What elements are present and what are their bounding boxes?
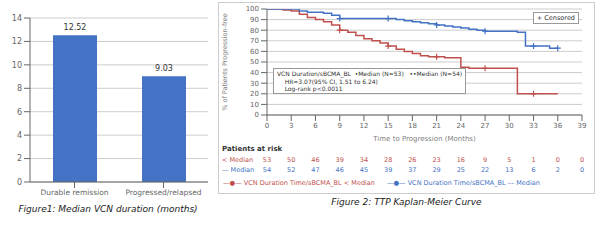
svg-text:39: 39: [384, 166, 392, 174]
svg-text:22: 22: [481, 166, 489, 174]
svg-text:27: 27: [481, 122, 490, 130]
svg-text:21: 21: [432, 122, 441, 130]
svg-text:10: 10: [250, 101, 259, 109]
svg-text:4: 4: [17, 131, 22, 140]
svg-text:15: 15: [384, 122, 393, 130]
svg-text:13: 13: [505, 166, 513, 174]
svg-text:9.03: 9.03: [155, 64, 173, 73]
svg-text:28: 28: [384, 156, 392, 164]
svg-text:24: 24: [456, 122, 465, 130]
svg-text:Patients at risk: Patients at risk: [222, 145, 283, 153]
svg-text:30: 30: [505, 122, 514, 130]
svg-text:50: 50: [287, 156, 295, 164]
svg-text:39: 39: [578, 122, 587, 130]
svg-text:10: 10: [12, 61, 22, 70]
svg-text:46: 46: [311, 156, 319, 164]
html-text:Figure1: Median VCN duration (: Figure1: Median VCN duration (months): [18, 204, 198, 214]
svg-text:2: 2: [17, 154, 22, 163]
svg-text:37: 37: [408, 166, 416, 174]
svg-text:47: 47: [311, 166, 319, 174]
svg-text:80: 80: [250, 27, 259, 35]
svg-text:70: 70: [250, 37, 259, 45]
svg-text:12: 12: [359, 122, 368, 130]
svg-text:50: 50: [250, 58, 259, 66]
svg-text:0: 0: [556, 156, 560, 164]
svg-text:8: 8: [17, 84, 22, 93]
svg-text:60: 60: [250, 48, 259, 56]
svg-text:39: 39: [336, 156, 344, 164]
svg-text:52: 52: [287, 166, 295, 174]
svg-text:0: 0: [580, 156, 584, 164]
svg-text:20: 20: [250, 90, 259, 98]
svg-text:12: 12: [12, 37, 22, 46]
svg-text:% of Patients Progression-free: % of Patients Progression-free: [221, 13, 229, 110]
svg-text:6: 6: [531, 166, 535, 174]
html-text:+ Censored: + Censored: [536, 14, 575, 22]
svg-text:46: 46: [336, 166, 344, 174]
svg-text:33: 33: [529, 122, 538, 130]
svg-text:–– Median: –– Median: [222, 166, 254, 174]
svg-text:0: 0: [17, 178, 22, 187]
svg-text:0: 0: [265, 122, 269, 130]
svg-text:23: 23: [432, 156, 440, 164]
svg-text:14: 14: [12, 14, 22, 23]
html-text:Figure 2: TTP Kaplan-Meier Cur: Figure 2: TTP Kaplan-Meier Curve: [331, 197, 482, 207]
svg-text:9: 9: [337, 122, 341, 130]
svg-text:9: 9: [483, 156, 487, 164]
svg-text:Progressed/relapsed: Progressed/relapsed: [125, 188, 201, 197]
svg-text:1: 1: [531, 156, 535, 164]
svg-text:0: 0: [255, 111, 259, 119]
svg-text:100: 100: [246, 5, 259, 13]
svg-text:34: 34: [360, 156, 368, 164]
svg-text:90: 90: [250, 16, 259, 24]
html-text:—●— VCN Duration Time/sBCMA_BL: —●— VCN Duration Time/sBCMA_BL < Median: [223, 179, 375, 187]
svg-text:5: 5: [507, 156, 511, 164]
html-text:VCN Duration/sBCMA_BL •Median: VCN Duration/sBCMA_BL •Median (N=53) ••M…: [277, 70, 463, 92]
svg-text:45: 45: [360, 166, 368, 174]
svg-text:Time to Progression (Months): Time to Progression (Months): [372, 135, 476, 143]
svg-text:26: 26: [408, 156, 416, 164]
svg-text:25: 25: [457, 166, 465, 174]
svg-text:18: 18: [408, 122, 417, 130]
html-text:—●— VCN Duration Time/sBCMA_BL: —●— VCN Duration Time/sBCMA_BL –– Median: [386, 179, 540, 187]
svg-text:Durable remission: Durable remission: [40, 188, 108, 197]
svg-text:16: 16: [457, 156, 465, 164]
svg-text:29: 29: [432, 166, 440, 174]
svg-text:6: 6: [313, 122, 318, 130]
svg-text:0: 0: [580, 166, 584, 174]
svg-text:40: 40: [250, 69, 259, 77]
svg-text:< Median: < Median: [222, 156, 253, 164]
svg-text:12.52: 12.52: [64, 23, 87, 32]
svg-text:54: 54: [263, 166, 271, 174]
svg-text:53: 53: [263, 156, 271, 164]
svg-text:2: 2: [556, 166, 560, 174]
svg-text:3: 3: [289, 122, 293, 130]
svg-text:6: 6: [17, 108, 22, 117]
svg-text:36: 36: [553, 122, 562, 130]
svg-text:30: 30: [250, 80, 259, 88]
